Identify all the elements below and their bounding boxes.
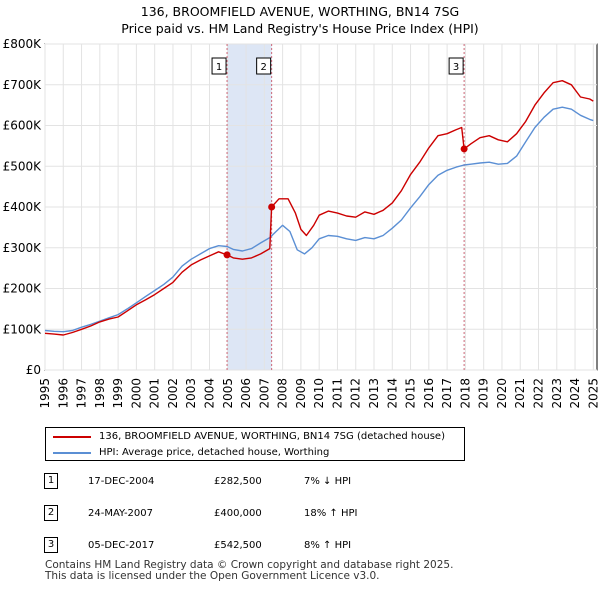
y-tick-label: £200K [3, 282, 43, 296]
sale-date: 17-DEC-2004 [88, 476, 155, 487]
x-tick-label: 2020 [495, 378, 509, 409]
sale-row: 1 17-DEC-2004 £282,500 7% ↓ HPI [44, 473, 464, 490]
sale-price: £400,000 [214, 508, 262, 519]
x-tick-label: 2000 [129, 378, 143, 409]
x-tick-label: 2021 [513, 378, 527, 409]
x-tick-label: 2004 [203, 378, 217, 409]
x-tick-label: 2023 [550, 378, 564, 409]
footer-copyright: Contains HM Land Registry data © Crown c… [45, 559, 454, 571]
y-tick-label: £300K [3, 241, 43, 255]
sale-marker-number: 1 [216, 62, 222, 73]
chart-title: 136, BROOMFIELD AVENUE, WORTHING, BN14 7… [0, 3, 600, 37]
price-chart: 1 2 3 £0 £100K £200K £300K £400K £500K £600K £700… [3, 37, 600, 409]
sale-point [223, 251, 231, 259]
legend-swatch-property [53, 436, 91, 438]
sale-marker-box [211, 57, 227, 75]
sale-number-badge: 2 [44, 505, 58, 521]
x-tick-label: 2011 [330, 378, 344, 409]
y-tick-label: £500K [3, 159, 43, 173]
x-tick-label: 2002 [166, 378, 180, 409]
sale-point [268, 203, 276, 211]
x-tick-label: 2012 [349, 378, 363, 409]
x-tick-label: 2024 [568, 378, 582, 409]
sale-marker-box [448, 57, 464, 75]
x-tick-label: 2006 [239, 378, 253, 409]
property-price-line [44, 79, 594, 336]
legend: 136, BROOMFIELD AVENUE, WORTHING, BN14 7… [45, 427, 465, 461]
y-tick-label: £400K [3, 200, 43, 214]
hpi-line [44, 106, 594, 333]
sale-date: 05-DEC-2017 [88, 540, 155, 551]
x-tick-label: 2003 [184, 378, 198, 409]
x-tick-label: 1997 [75, 378, 89, 409]
sale-row: 2 24-MAY-2007 £400,000 18% ↑ HPI [44, 505, 464, 522]
x-tick-label: 1998 [93, 378, 107, 409]
sale-point [460, 145, 468, 153]
y-tick-label: £600K [3, 119, 43, 133]
sale-row: 3 05-DEC-2017 £542,500 8% ↑ HPI [44, 537, 464, 554]
sale-number-badge: 3 [44, 537, 58, 553]
x-tick-label: 1995 [38, 378, 52, 409]
sale-marker-number: 2 [260, 62, 266, 73]
x-tick-label: 2001 [148, 378, 162, 409]
x-tick-label: 2013 [367, 378, 381, 409]
footer: Contains HM Land Registry data © Crown c… [45, 560, 453, 582]
y-tick-label: £0 [26, 363, 41, 377]
x-tick-label: 2016 [422, 378, 436, 409]
sale-price: £282,500 [214, 476, 262, 487]
x-tick-label: 2005 [221, 378, 235, 409]
sale-price: £542,500 [214, 540, 262, 551]
x-tick-label: 2017 [440, 378, 454, 409]
footer-licence: This data is licensed under the Open Gov… [45, 570, 380, 582]
sale-hpi-diff: 8% ↑ HPI [304, 540, 352, 551]
x-tick-label: 2015 [404, 378, 418, 409]
sale-hpi-diff: 18% ↑ HPI [304, 508, 358, 519]
x-tick-label: 1996 [56, 378, 70, 409]
x-tick-label: 2018 [458, 378, 472, 409]
sale-marker-label: 3 [448, 57, 464, 75]
x-tick-label: 2007 [257, 378, 271, 409]
x-tick-label: 2008 [276, 378, 290, 409]
legend-label-property: 136, BROOMFIELD AVENUE, WORTHING, BN14 7… [99, 431, 445, 442]
x-tick-label: 1999 [111, 378, 125, 409]
chart-title-line2: Price paid vs. HM Land Registry's House … [121, 21, 479, 36]
sale-marker-box [256, 57, 272, 75]
chart-title-line1: 136, BROOMFIELD AVENUE, WORTHING, BN14 7… [140, 4, 460, 19]
y-tick-label: £800K [3, 37, 43, 51]
sale-hpi-diff: 7% ↓ HPI [304, 476, 352, 487]
y-tick-label: £100K [3, 322, 43, 336]
sale-date: 24-MAY-2007 [88, 508, 154, 519]
sale-marker-number: 3 [453, 62, 459, 73]
sale-marker-label: 1 [211, 57, 227, 75]
x-tick-label: 2009 [294, 378, 308, 409]
x-tick-label: 2014 [385, 378, 399, 409]
legend-label-hpi: HPI: Average price, detached house, Wort… [99, 447, 330, 458]
x-tick-label: 2019 [477, 378, 491, 409]
sale-number-badge: 1 [44, 473, 58, 489]
x-tick-label: 2022 [532, 378, 546, 409]
sale-marker-label: 2 [256, 57, 272, 75]
x-tick-label: 2025 [586, 378, 600, 409]
legend-swatch-hpi [53, 452, 91, 454]
y-tick-label: £700K [3, 78, 43, 92]
x-tick-label: 2010 [312, 378, 326, 409]
